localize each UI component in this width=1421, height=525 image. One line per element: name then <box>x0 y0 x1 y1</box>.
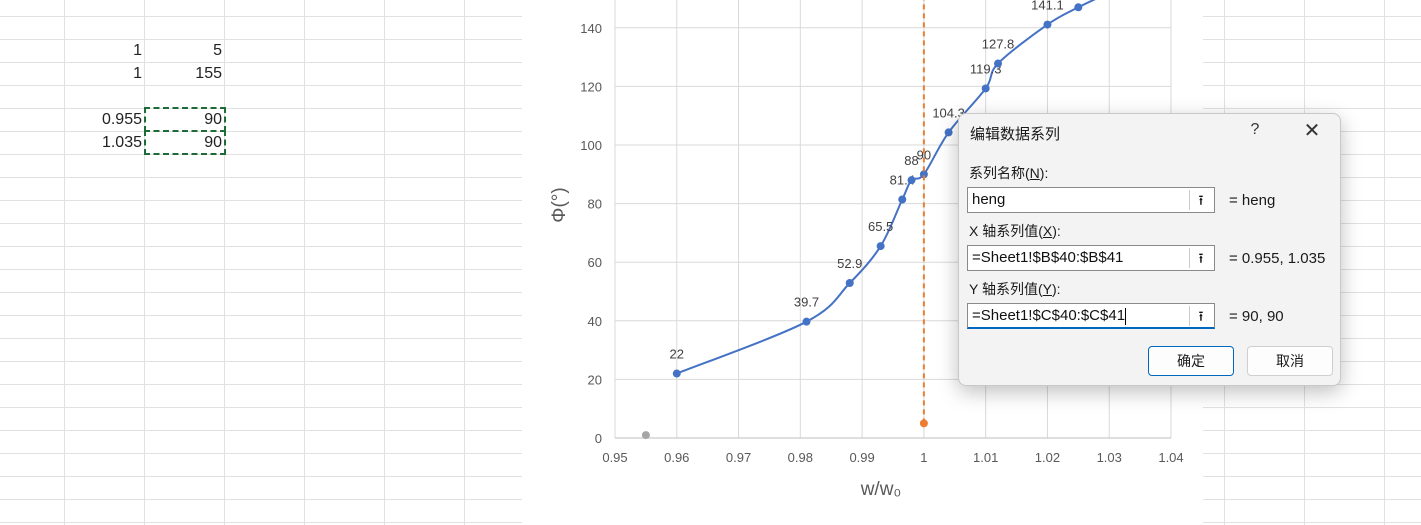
x-tick-label: 1.01 <box>973 450 998 465</box>
data-point <box>845 279 854 288</box>
dialog-titlebar[interactable]: 编辑数据系列 ? ✕ <box>959 114 1340 152</box>
data-point <box>944 128 953 137</box>
cell-c2[interactable]: 155 <box>195 65 222 82</box>
cell-b4[interactable]: 1.035 <box>101 134 142 151</box>
close-icon[interactable]: ✕ <box>1303 120 1321 142</box>
data-label: 104.3 <box>932 105 965 120</box>
y-values-value: =Sheet1!$C$40:$C$41 <box>972 307 1126 324</box>
cell-b3[interactable]: 0.955 <box>101 111 142 128</box>
data-label: 119.3 <box>970 61 1002 76</box>
data-point <box>907 176 916 185</box>
data-point <box>802 317 811 326</box>
data-point <box>672 369 681 378</box>
y-tick-label: 80 <box>588 197 602 212</box>
copy-marquee-c3 <box>144 107 226 132</box>
help-icon[interactable]: ? <box>1250 121 1260 138</box>
data-point <box>876 242 885 251</box>
cancel-button[interactable]: 取消 <box>1247 346 1333 376</box>
x-tick-label: 0.95 <box>602 450 627 465</box>
edit-series-dialog: 编辑数据系列 ? ✕ 系列名称(N): heng ⭱ = heng X 轴系列值… <box>958 113 1341 386</box>
data-label: 39.7 <box>794 295 819 310</box>
x-values-value: =Sheet1!$B$40:$B$41 <box>972 249 1124 266</box>
x-tick-label: 1.04 <box>1158 450 1183 465</box>
x-values-result: = 0.955, 1.035 <box>1229 250 1326 267</box>
y-tick-label: 120 <box>580 79 602 94</box>
y-axis-title: Φ(°) <box>549 187 570 222</box>
dialog-title: 编辑数据系列 <box>970 126 1061 143</box>
x-tick-label: 0.96 <box>664 450 689 465</box>
x-values-input[interactable]: =Sheet1!$B$40:$B$41 ⭱ <box>967 245 1215 271</box>
x-axis-title: w/w₀ <box>860 479 902 500</box>
y-values-label: Y 轴系列值(Y): <box>969 281 1061 297</box>
cell-b1[interactable]: 1 <box>133 42 142 59</box>
data-label: 81.4 <box>890 172 915 187</box>
y-tick-label: 60 <box>588 255 602 270</box>
data-label: 90 <box>917 147 931 162</box>
cell-c1[interactable]: 5 <box>213 42 222 59</box>
series-name-result: = heng <box>1229 192 1276 209</box>
data-point <box>641 431 650 440</box>
cell-c4[interactable]: 90 <box>204 134 222 151</box>
series-name-input[interactable]: heng ⭱ <box>967 187 1215 213</box>
x-tick-label: 1.02 <box>1035 450 1060 465</box>
cell-b2[interactable]: 1 <box>133 65 142 82</box>
x-tick-label: 0.99 <box>849 450 874 465</box>
data-point <box>898 195 907 204</box>
data-point <box>1043 20 1052 29</box>
y-values-result: = 90, 90 <box>1229 308 1284 325</box>
data-label: 65.5 <box>868 219 893 234</box>
data-point <box>994 59 1003 68</box>
ok-button[interactable]: 确定 <box>1148 346 1234 376</box>
y-values-input[interactable]: =Sheet1!$C$40:$C$41 ⭱ <box>967 303 1215 329</box>
data-point <box>981 84 990 93</box>
data-point <box>1074 3 1083 12</box>
text-cursor <box>1125 307 1127 325</box>
data-label: 88 <box>904 153 918 168</box>
data-point <box>919 419 928 428</box>
y-tick-label: 140 <box>580 21 602 36</box>
y-tick-label: 100 <box>580 138 602 153</box>
collapse-dialog-icon[interactable]: ⭱ <box>1189 248 1212 268</box>
y-tick-label: 40 <box>588 314 602 329</box>
data-label: 141.1 <box>1031 0 1064 13</box>
x-values-label: X 轴系列值(X): <box>969 223 1061 239</box>
copy-marquee-c4 <box>144 130 226 155</box>
x-tick-label: 0.98 <box>788 450 813 465</box>
collapse-dialog-icon[interactable]: ⭱ <box>1189 306 1212 326</box>
y-tick-label: 0 <box>595 431 602 446</box>
data-label: 127.8 <box>982 37 1015 52</box>
data-label: 22 <box>670 347 684 362</box>
series-name-label: 系列名称(N): <box>969 165 1049 181</box>
collapse-dialog-icon[interactable]: ⭱ <box>1189 190 1212 210</box>
series-name-value: heng <box>972 191 1006 208</box>
data-label: 52.9 <box>837 256 862 271</box>
x-tick-label: 1.03 <box>1097 450 1122 465</box>
y-tick-label: 20 <box>588 372 602 387</box>
x-tick-label: 0.97 <box>726 450 751 465</box>
cell-c3[interactable]: 90 <box>204 111 222 128</box>
data-point <box>919 170 928 179</box>
x-tick-label: 1 <box>920 450 927 465</box>
